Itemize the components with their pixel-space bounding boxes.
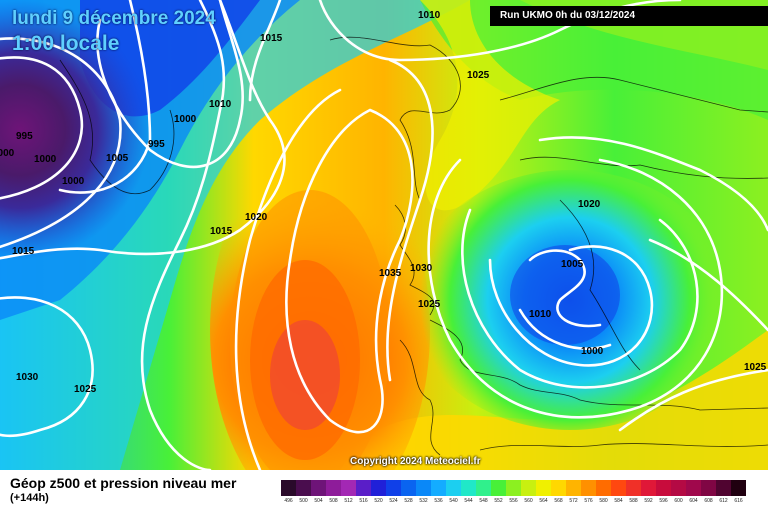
isobar-labels: 1010 1015 1025 1010 995 1000 995 1000 10… <box>0 10 767 395</box>
isobar-label: 1000 <box>34 154 57 165</box>
scale-tick-label: 504 <box>314 498 323 504</box>
scale-swatch <box>731 480 746 496</box>
scale-swatch <box>701 480 716 496</box>
isobar-label: 1025 <box>74 384 97 395</box>
forecast-date-title: lundi 9 décembre 2024 <box>12 8 216 29</box>
scale-tick-label: 600 <box>674 498 683 504</box>
scale-tick-label: 496 <box>284 498 293 504</box>
scale-swatch <box>656 480 671 496</box>
scale-tick-label: 552 <box>494 498 503 504</box>
scale-swatch <box>341 480 356 496</box>
scale-swatch <box>356 480 371 496</box>
scale-swatch <box>311 480 326 496</box>
isobar-label: 1010 <box>209 99 232 110</box>
scale-tick-label: 612 <box>719 498 728 504</box>
isobar-label: 1030 <box>16 372 39 383</box>
isobar-label: 1000 <box>581 346 604 357</box>
scale-tick-label: 568 <box>554 498 563 504</box>
scale-swatch <box>626 480 641 496</box>
isobar-label: 1025 <box>418 299 441 310</box>
scale-tick-label: 592 <box>644 498 653 504</box>
scale-swatch <box>521 480 536 496</box>
legend-bar: Géop z500 et pression niveau mer (+144h)… <box>0 470 768 512</box>
scale-swatch <box>506 480 521 496</box>
coastlines <box>59 36 768 456</box>
isobar-label: 1015 <box>260 33 283 44</box>
scale-swatch <box>461 480 476 496</box>
scale-swatch <box>581 480 596 496</box>
legend-subtitle: (+144h) <box>10 492 49 504</box>
isobar-label: 995 <box>16 131 33 142</box>
isobar-label: 1005 <box>106 153 129 164</box>
geopotential-map: 1010 1015 1025 1010 995 1000 995 1000 10… <box>0 0 768 470</box>
isobar-label: 1035 <box>379 268 402 279</box>
isobar-label: 1000 <box>0 148 15 159</box>
scale-swatch <box>371 480 386 496</box>
scale-swatch <box>686 480 701 496</box>
isobar-label: 995 <box>148 139 165 150</box>
scale-tick-label: 540 <box>449 498 458 504</box>
scale-tick-label: 616 <box>734 498 743 504</box>
scale-swatch <box>416 480 431 496</box>
scale-swatch <box>476 480 491 496</box>
scale-tick-label: 544 <box>464 498 473 504</box>
isobar-label: 1025 <box>467 70 490 81</box>
scale-tick-label: 516 <box>359 498 368 504</box>
isobar-label: 1010 <box>529 309 552 320</box>
isobar-label: 1005 <box>561 259 584 270</box>
scale-tick-label: 508 <box>329 498 338 504</box>
scale-tick-label: 556 <box>509 498 518 504</box>
run-info-text: Run UKMO 0h du 03/12/2024 <box>500 10 636 21</box>
scale-tick-label: 512 <box>344 498 353 504</box>
scale-tick-label: 500 <box>299 498 308 504</box>
scale-tick-label: 596 <box>659 498 668 504</box>
copyright-notice: Copyright 2024 Meteociel.fr <box>350 456 481 467</box>
scale-tick-label: 584 <box>614 498 623 504</box>
scale-tick-label: 524 <box>389 498 398 504</box>
scale-swatch <box>671 480 686 496</box>
isobar-label: 1025 <box>744 362 767 373</box>
isobar-label: 1030 <box>410 263 433 274</box>
scale-tick-label: 528 <box>404 498 413 504</box>
scale-swatch <box>551 480 566 496</box>
scale-swatch <box>326 480 341 496</box>
scale-swatch <box>431 480 446 496</box>
scale-tick-label: 520 <box>374 498 383 504</box>
scale-swatch <box>386 480 401 496</box>
legend-title: Géop z500 et pression niveau mer <box>10 475 237 491</box>
scale-tick-label: 580 <box>599 498 608 504</box>
scale-tick-label: 532 <box>419 498 428 504</box>
isobar-label: 1015 <box>12 246 35 257</box>
isobar-label: 1010 <box>418 10 441 21</box>
scale-tick-label: 576 <box>584 498 593 504</box>
scale-swatch <box>446 480 461 496</box>
model-run-info: Run UKMO 0h du 03/12/2024 <box>490 6 768 26</box>
scale-tick-label: 564 <box>539 498 548 504</box>
scale-tick-label: 536 <box>434 498 443 504</box>
isobar-label: 1020 <box>578 199 601 210</box>
isobar-label: 1020 <box>245 212 268 223</box>
isobar-label: 1000 <box>174 114 197 125</box>
scale-swatch <box>296 480 311 496</box>
scale-tick-label: 608 <box>704 498 713 504</box>
forecast-time-title: 1:00 locale <box>12 32 120 55</box>
scale-tick-label: 572 <box>569 498 578 504</box>
scale-tick-label: 604 <box>689 498 698 504</box>
isobar-label: 1015 <box>210 226 233 237</box>
scale-swatch <box>611 480 626 496</box>
isobars <box>0 0 768 470</box>
scale-swatch <box>716 480 731 496</box>
scale-tick-label: 588 <box>629 498 638 504</box>
scale-swatch <box>596 480 611 496</box>
scale-swatch <box>401 480 416 496</box>
scale-swatch <box>536 480 551 496</box>
scale-swatch <box>281 480 296 496</box>
scale-swatch <box>641 480 656 496</box>
scale-tick-label: 548 <box>479 498 488 504</box>
scale-swatch <box>566 480 581 496</box>
scale-tick-label: 560 <box>524 498 533 504</box>
isobar-label: 1000 <box>62 176 85 187</box>
scale-swatch <box>491 480 506 496</box>
